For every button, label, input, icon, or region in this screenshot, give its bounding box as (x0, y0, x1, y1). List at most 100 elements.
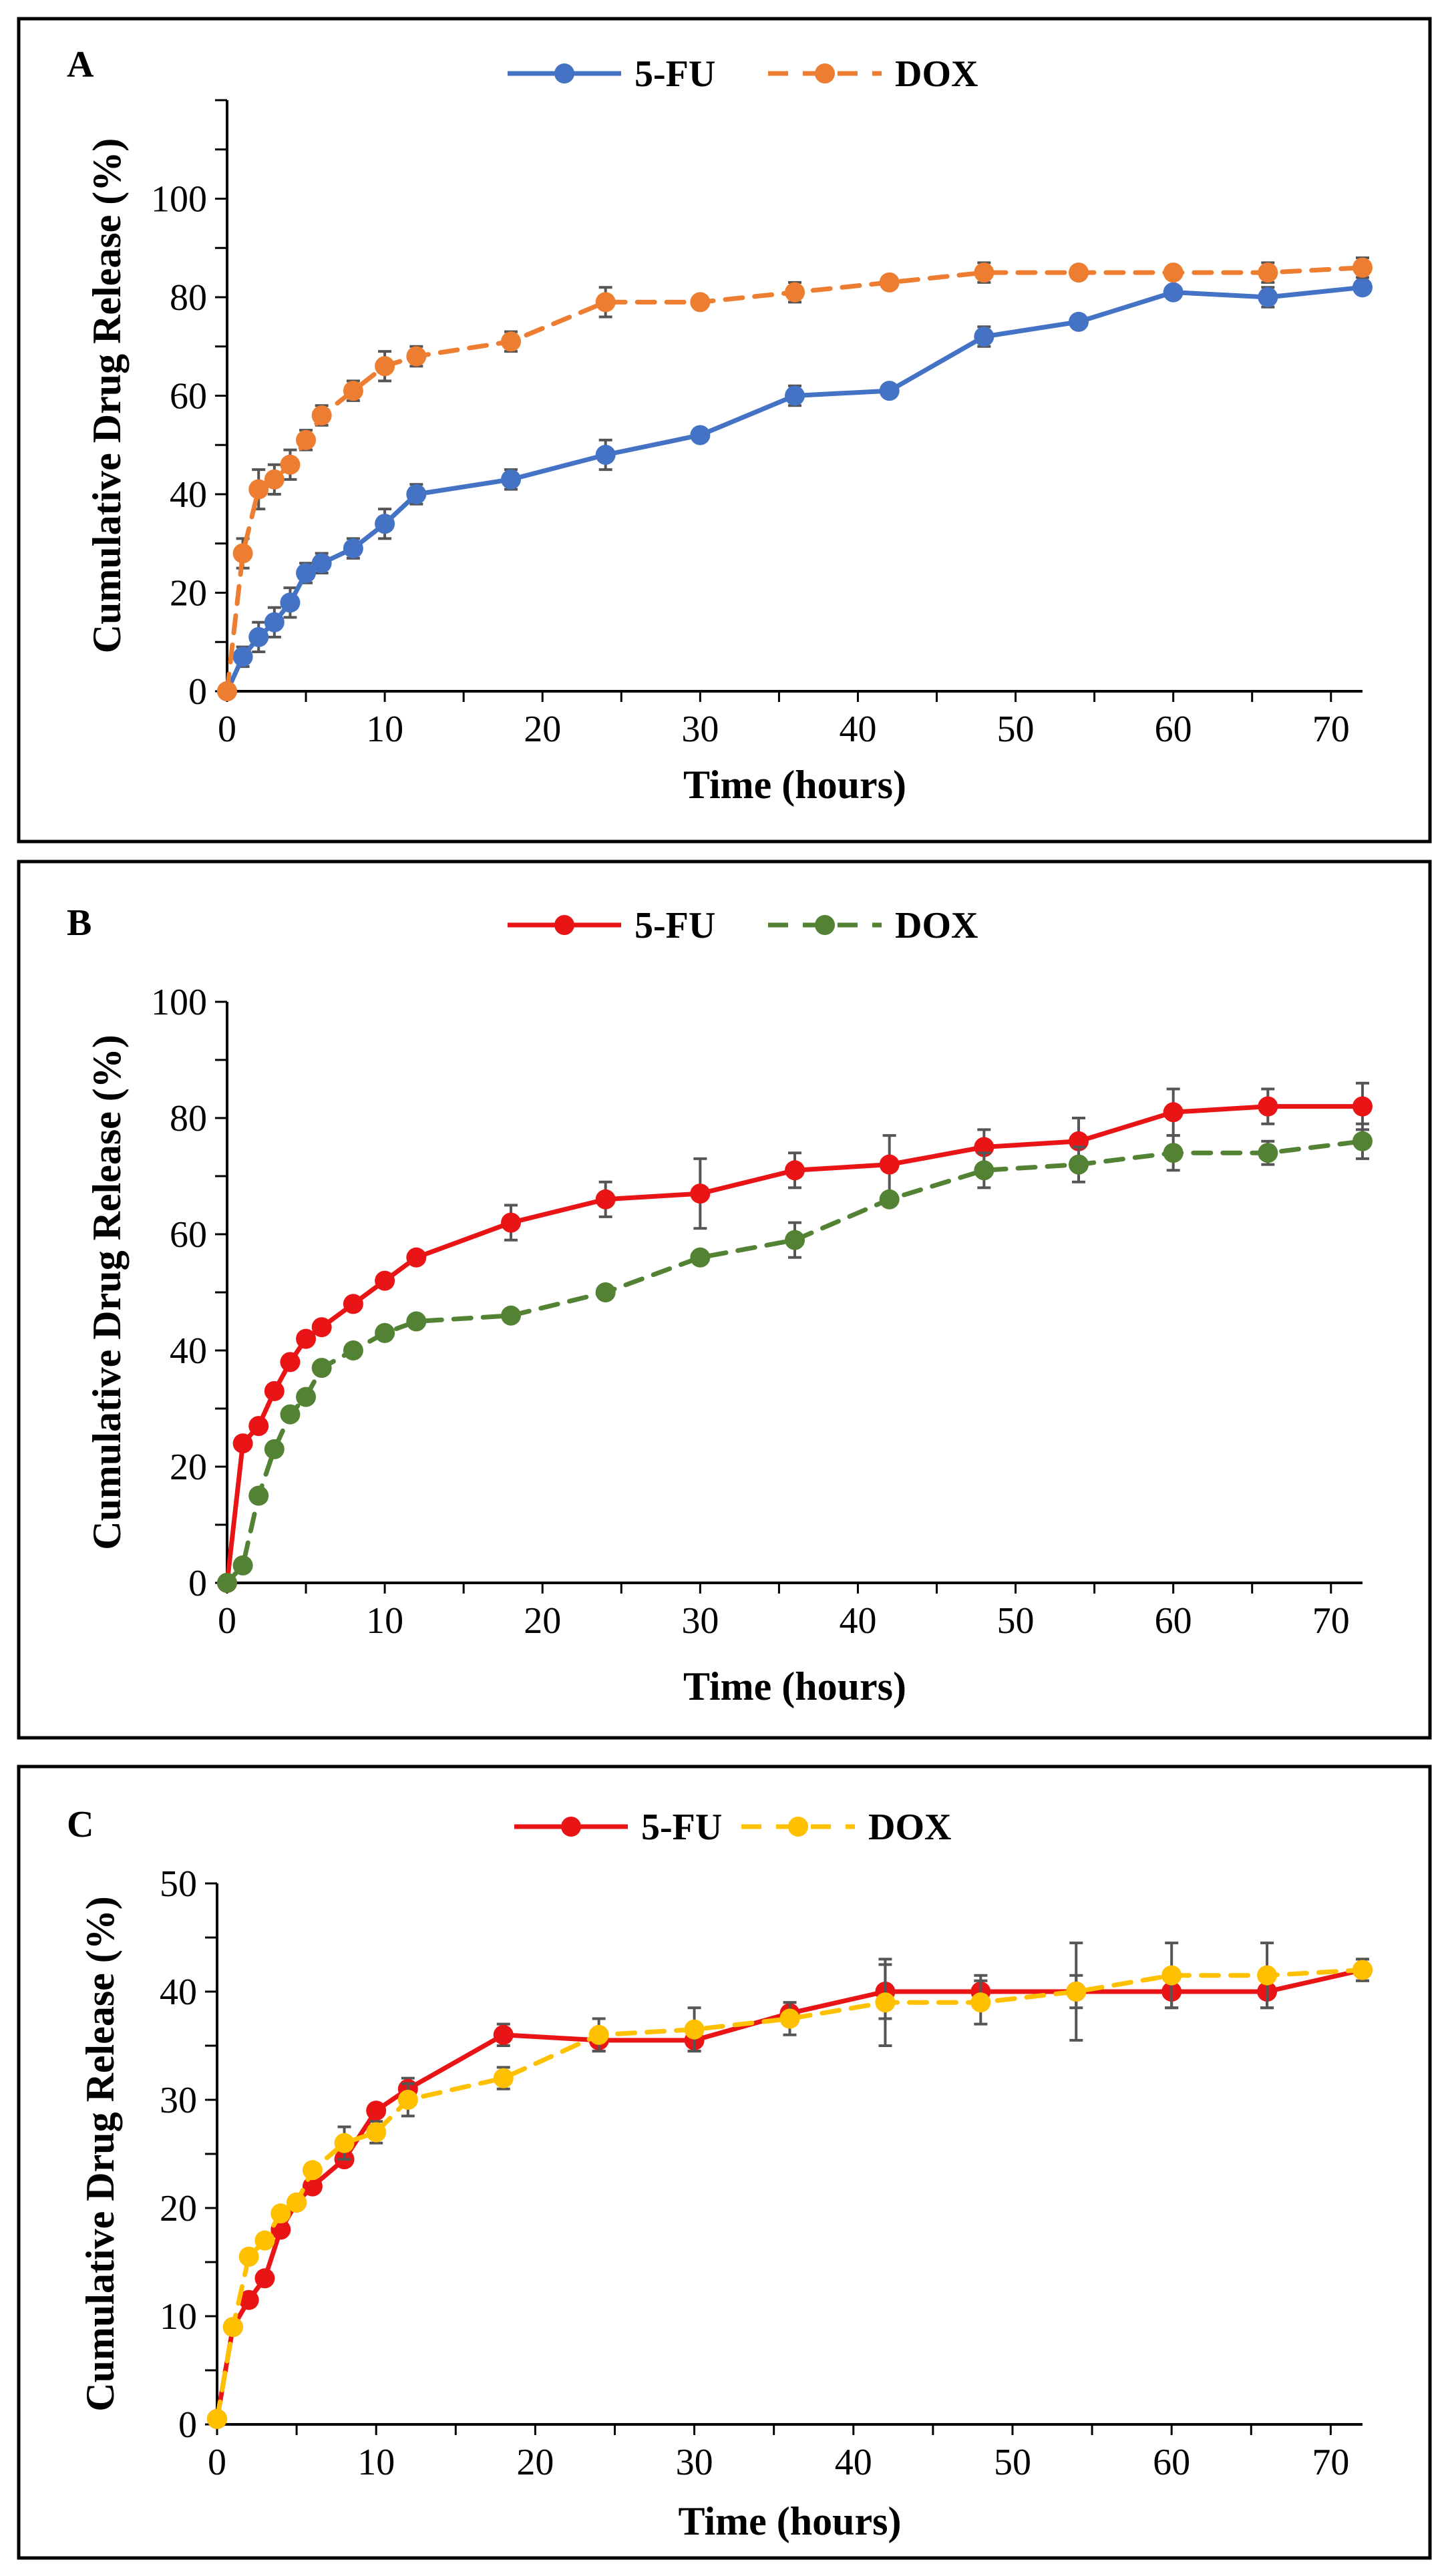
x-tick-label: 70 (1312, 709, 1350, 750)
data-point (397, 2090, 418, 2110)
y-tick-label: 30 (160, 2080, 197, 2121)
data-point (248, 626, 269, 647)
x-tick-label: 40 (839, 709, 876, 750)
data-point (375, 356, 395, 377)
data-point (280, 592, 301, 613)
legend-swatch-marker (815, 915, 835, 935)
data-point (1352, 277, 1373, 298)
y-axis-title: Cumulative Drug Release (%) (78, 1896, 122, 2412)
data-point (366, 2100, 387, 2121)
chart-panel-B: B 0 20 40 60 80 100 0 10 20 30 40 50 60 70 Time (hours)… (17, 860, 1432, 1740)
data-point (238, 2246, 259, 2267)
data-point (1352, 1096, 1373, 1117)
y-tick-label: 0 (188, 1563, 207, 1604)
data-point (501, 469, 521, 490)
data-point (501, 1305, 521, 1326)
y-tick-label: 40 (160, 1972, 197, 2013)
data-point (375, 1270, 395, 1291)
data-point (974, 262, 994, 283)
data-point (493, 2024, 514, 2045)
data-point (248, 1485, 269, 1506)
data-point (595, 1282, 616, 1302)
panel-label: A (67, 44, 94, 85)
data-point (595, 1189, 616, 1210)
y-axis-title: Cumulative Drug Release (%) (85, 1035, 129, 1550)
x-tick-label: 60 (1153, 2442, 1190, 2483)
data-point (270, 2203, 291, 2224)
data-point (264, 612, 285, 632)
data-point (785, 1160, 805, 1181)
data-point (1352, 1960, 1373, 1980)
data-point (1352, 1131, 1373, 1151)
y-tick-label: 0 (188, 671, 207, 713)
data-point (296, 563, 317, 583)
x-tick-label: 20 (524, 1600, 561, 1642)
data-point (974, 1160, 994, 1181)
legend-label: DOX (868, 1807, 951, 1848)
data-point (1258, 1143, 1278, 1163)
data-point (254, 2230, 275, 2251)
x-tick-label: 70 (1312, 1600, 1350, 1642)
x-tick-label: 40 (839, 1600, 876, 1642)
panel-label: C (67, 1804, 94, 1845)
panel-label: B (67, 902, 92, 944)
data-point (1069, 1154, 1089, 1175)
data-point (302, 2160, 323, 2181)
y-tick-label: 100 (151, 982, 207, 1023)
x-tick-label: 60 (1155, 1600, 1192, 1642)
data-point (875, 1992, 896, 2013)
data-point (248, 479, 269, 500)
y-tick-label: 20 (160, 2188, 197, 2229)
data-point (287, 2192, 307, 2213)
legend-label: DOX (895, 905, 978, 946)
data-point (879, 1189, 900, 1210)
x-axis-title: Time (hours) (679, 2499, 902, 2543)
data-point (1258, 1096, 1278, 1117)
y-tick-label: 80 (170, 277, 207, 319)
x-tick-label: 50 (994, 2442, 1031, 2483)
data-point (1161, 1965, 1182, 1986)
data-point (879, 272, 900, 293)
data-point (1258, 287, 1278, 307)
data-point (785, 282, 805, 303)
data-point (217, 681, 237, 701)
data-point (1352, 257, 1373, 278)
data-point (879, 381, 900, 401)
data-point (1069, 262, 1089, 283)
data-point (595, 292, 616, 313)
x-axis-title: Time (hours) (683, 1664, 906, 1708)
data-point (785, 1230, 805, 1250)
data-point (238, 2289, 259, 2310)
data-point (280, 454, 301, 475)
y-tick-label: 80 (170, 1098, 207, 1139)
series-line (224, 265, 1365, 694)
data-point (343, 1294, 363, 1314)
data-point (264, 1381, 285, 1401)
y-tick-label: 50 (160, 1863, 197, 1905)
data-point (1258, 262, 1278, 283)
x-tick-label: 0 (218, 709, 236, 750)
data-point (406, 1311, 427, 1332)
data-point (684, 2019, 705, 2040)
data-point (207, 2408, 227, 2429)
x-tick-label: 30 (681, 709, 719, 750)
y-tick-label: 40 (170, 474, 207, 516)
y-tick-label: 20 (170, 573, 207, 614)
y-axis-title: Cumulative Drug Release (%) (85, 138, 129, 654)
x-tick-label: 20 (524, 709, 561, 750)
data-point (334, 2133, 355, 2153)
y-tick-label: 0 (178, 2404, 197, 2446)
data-point (343, 381, 363, 401)
x-tick-label: 10 (366, 709, 403, 750)
y-tick-label: 10 (160, 2296, 197, 2338)
data-point (296, 429, 317, 450)
panel-frame (17, 17, 1432, 844)
data-point (1163, 262, 1184, 283)
data-point (296, 1387, 317, 1407)
data-point (1066, 1982, 1087, 2002)
legend: 5-FU DOX (508, 905, 978, 946)
data-point (1163, 282, 1184, 303)
legend-label: 5-FU (635, 905, 715, 946)
data-point (280, 1352, 301, 1372)
